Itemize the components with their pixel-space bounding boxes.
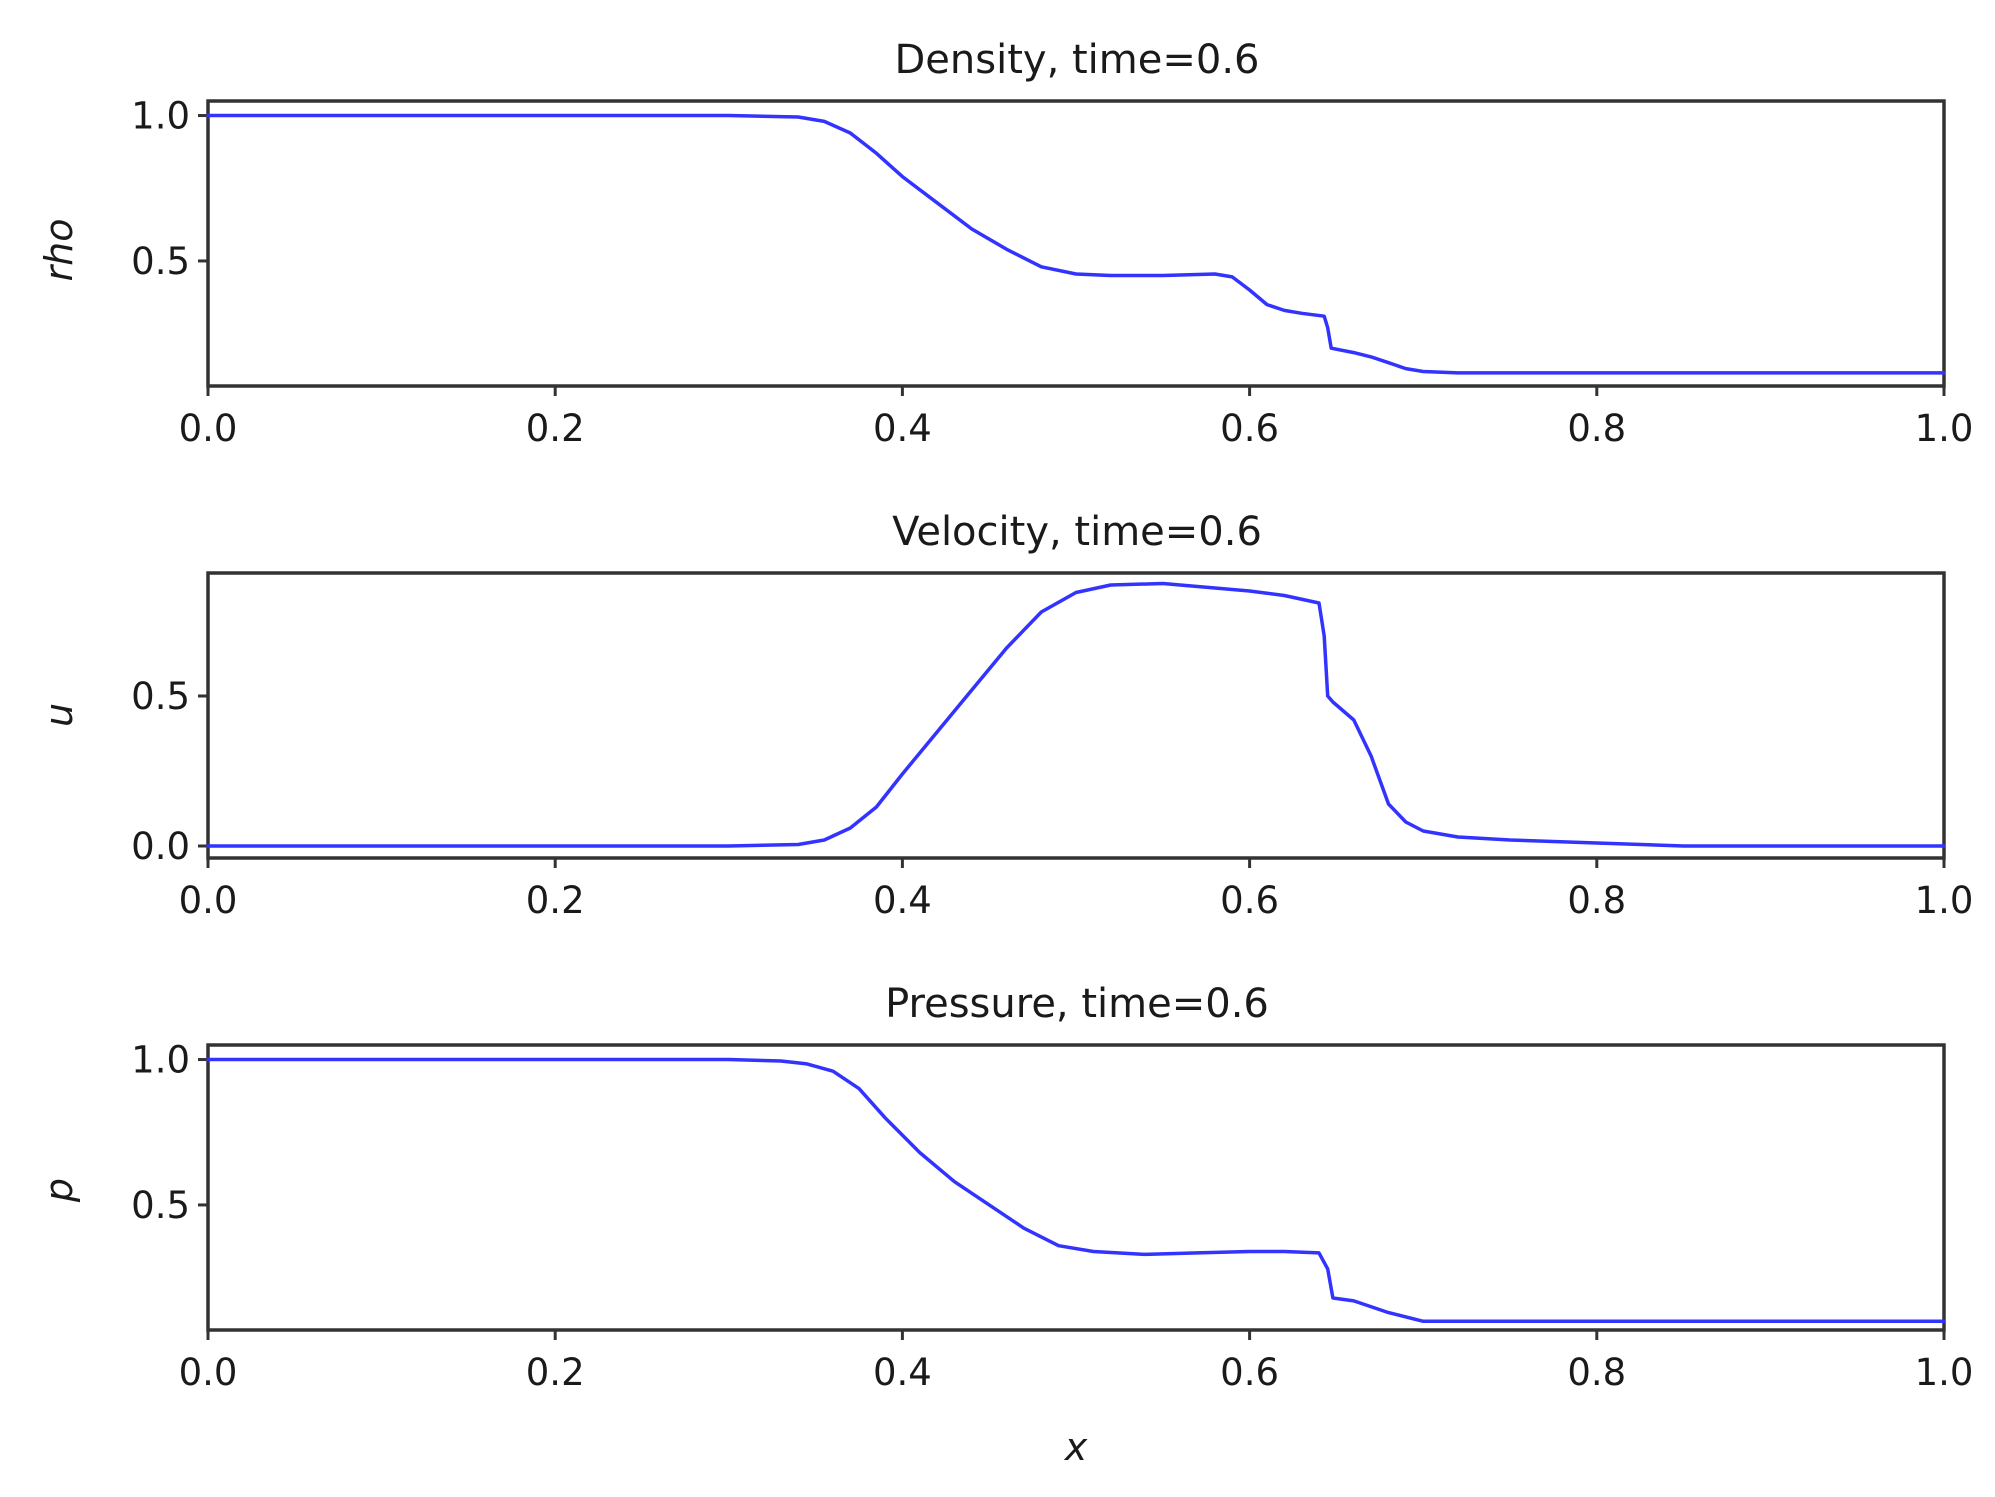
x-tick-label: 0.2 — [526, 407, 585, 450]
y-axis-label: rho — [37, 219, 81, 282]
axis-ticks: 0.0 0.2 0.4 0.6 0.8 1.0 0.5 1.0 — [131, 95, 1973, 450]
y-tick-label: 0.5 — [131, 675, 190, 718]
plot-frame — [206, 99, 1946, 388]
y-axis-label: u — [37, 703, 81, 727]
velocity-panel: Velocity, time=0.6 u 0.0 0.2 0.4 0.6 0.8 1.00… — [37, 509, 1973, 922]
pressure-panel: Pressure, time=0.6 p 0.0 0.2 0.4 0.6 0.8 1.00… — [37, 981, 1973, 1469]
x-tick-label: 0.8 — [1567, 1351, 1626, 1394]
x-tick-label: 0.0 — [179, 407, 238, 450]
y-tick-label: 1.0 — [131, 1039, 190, 1082]
y-tick-label: 0.0 — [131, 825, 190, 868]
x-tick-label: 0.4 — [873, 1351, 932, 1394]
panel-title: Pressure, time=0.6 — [885, 981, 1269, 1027]
x-tick-label: 0.2 — [526, 879, 585, 922]
x-tick-label: 1.0 — [1915, 1351, 1974, 1394]
y-tick-label: 1.0 — [131, 95, 190, 138]
velocity-line — [206, 581, 1946, 848]
x-tick-label: 0.4 — [873, 407, 932, 450]
axis-ticks: 0.0 0.2 0.4 0.6 0.8 1.0 0.0 0.5 — [131, 675, 1973, 922]
plot-frame — [206, 571, 1946, 860]
density-panel: Density, time=0.6 rho 0.0 0.2 0.4 0.6 0.8 1.0… — [37, 37, 1973, 450]
x-tick-label: 0.8 — [1567, 407, 1626, 450]
density-line — [206, 113, 1946, 375]
x-tick-label: 0.0 — [179, 879, 238, 922]
plot-frame — [206, 1043, 1946, 1332]
x-axis-label: x — [1064, 1425, 1088, 1469]
x-tick-label: 0.0 — [179, 1351, 238, 1394]
x-tick-label: 0.8 — [1567, 879, 1626, 922]
x-tick-label: 0.6 — [1220, 407, 1279, 450]
x-tick-label: 0.6 — [1220, 1351, 1279, 1394]
panel-title: Velocity, time=0.6 — [892, 509, 1262, 555]
x-tick-label: 1.0 — [1915, 879, 1974, 922]
x-tick-label: 0.6 — [1220, 879, 1279, 922]
x-tick-label: 1.0 — [1915, 407, 1974, 450]
x-tick-label: 0.4 — [873, 879, 932, 922]
axis-ticks: 0.0 0.2 0.4 0.6 0.8 1.0 0.5 1.0 — [131, 1039, 1973, 1394]
y-tick-label: 0.5 — [131, 1184, 190, 1227]
pressure-line — [206, 1057, 1946, 1324]
x-tick-label: 0.2 — [526, 1351, 585, 1394]
panel-title: Density, time=0.6 — [895, 37, 1260, 83]
y-axis-label: p — [37, 1178, 81, 1203]
y-tick-label: 0.5 — [131, 240, 190, 283]
